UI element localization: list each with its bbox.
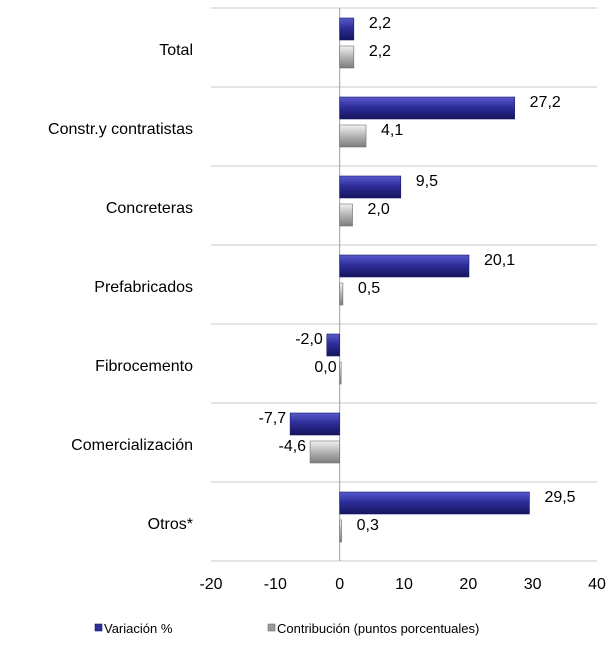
category-label: Prefabricados <box>94 279 193 296</box>
legend-label-variacion: Variación % <box>104 621 173 636</box>
bar-contribucion <box>339 519 342 543</box>
bar-variacion <box>289 412 340 436</box>
bar-contribucion <box>339 124 367 148</box>
data-label: 4,1 <box>381 122 403 139</box>
labels: Total Constr.y contratistas Concreteras Pre… <box>48 15 606 593</box>
category-label: Constr.y contratistas <box>48 121 193 138</box>
data-label: -4,6 <box>278 438 306 455</box>
x-tick-label: 10 <box>395 576 413 593</box>
bar-variacion <box>326 333 340 357</box>
bar-contribucion <box>309 440 340 464</box>
data-label: 0,5 <box>358 280 380 297</box>
category-label: Total <box>159 42 193 59</box>
data-label: 20,1 <box>484 252 515 269</box>
bar-contribucion <box>339 45 355 69</box>
data-label: 29,5 <box>544 489 575 506</box>
bar-contribucion <box>339 282 344 306</box>
bars <box>289 17 530 543</box>
data-label: 2,0 <box>368 201 390 218</box>
bar-variacion <box>339 175 402 199</box>
bar-variacion <box>339 254 470 278</box>
data-label: 2,2 <box>369 43 391 60</box>
x-tick-label: 30 <box>524 576 542 593</box>
legend-swatch-variacion <box>94 623 103 632</box>
data-label: 0,3 <box>357 517 379 534</box>
data-label: 9,5 <box>416 173 438 190</box>
x-tick-label: -10 <box>264 576 287 593</box>
data-label: 0,0 <box>314 359 336 376</box>
data-label: 27,2 <box>530 94 561 111</box>
x-tick-label: 0 <box>335 576 344 593</box>
legend-swatch-contribucion <box>267 623 276 632</box>
data-label: -2,0 <box>295 331 323 348</box>
grid-lines <box>211 7 597 562</box>
data-label: 2,2 <box>369 15 391 32</box>
x-tick-label: 20 <box>459 576 477 593</box>
category-label: Concreteras <box>106 200 193 217</box>
bar-contribucion <box>339 361 342 385</box>
legend-label-contribucion: Contribución (puntos porcentuales) <box>277 621 479 636</box>
category-label: Comercialización <box>71 437 193 454</box>
bar-variacion <box>339 96 515 120</box>
x-tick-label: -20 <box>199 576 222 593</box>
legend: Variación % Contribución (puntos porcentu… <box>94 621 479 636</box>
category-label: Fibrocemento <box>95 358 193 375</box>
category-label: Otros* <box>148 516 193 533</box>
bar-variacion <box>339 491 530 515</box>
bar-variacion <box>339 17 355 41</box>
bar-contribucion <box>339 203 353 227</box>
x-tick-label: 40 <box>588 576 606 593</box>
data-label: -7,7 <box>259 410 287 427</box>
